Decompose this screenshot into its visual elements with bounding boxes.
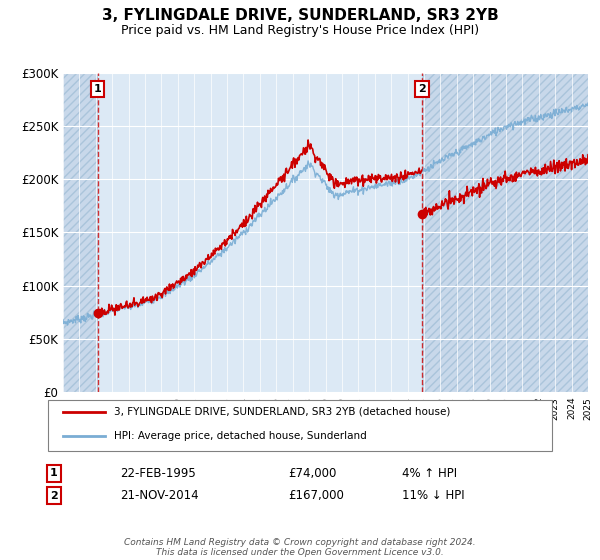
Text: 1: 1 bbox=[50, 468, 58, 478]
Text: 4% ↑ HPI: 4% ↑ HPI bbox=[402, 466, 457, 480]
Text: 21-NOV-2014: 21-NOV-2014 bbox=[120, 489, 199, 502]
Text: 2: 2 bbox=[50, 491, 58, 501]
Text: 2: 2 bbox=[418, 84, 426, 94]
Text: 3, FYLINGDALE DRIVE, SUNDERLAND, SR3 2YB (detached house): 3, FYLINGDALE DRIVE, SUNDERLAND, SR3 2YB… bbox=[114, 407, 451, 417]
Text: HPI: Average price, detached house, Sunderland: HPI: Average price, detached house, Sund… bbox=[114, 431, 367, 441]
Text: 3, FYLINGDALE DRIVE, SUNDERLAND, SR3 2YB: 3, FYLINGDALE DRIVE, SUNDERLAND, SR3 2YB bbox=[101, 8, 499, 24]
Bar bbox=[63, 73, 98, 392]
Text: £167,000: £167,000 bbox=[288, 489, 344, 502]
Text: Contains HM Land Registry data © Crown copyright and database right 2024.
This d: Contains HM Land Registry data © Crown c… bbox=[124, 538, 476, 557]
Bar bbox=[422, 73, 588, 392]
Text: 22-FEB-1995: 22-FEB-1995 bbox=[120, 466, 196, 480]
Text: Price paid vs. HM Land Registry's House Price Index (HPI): Price paid vs. HM Land Registry's House … bbox=[121, 24, 479, 36]
Text: 11% ↓ HPI: 11% ↓ HPI bbox=[402, 489, 464, 502]
Text: 1: 1 bbox=[94, 84, 101, 94]
Text: £74,000: £74,000 bbox=[288, 466, 337, 480]
